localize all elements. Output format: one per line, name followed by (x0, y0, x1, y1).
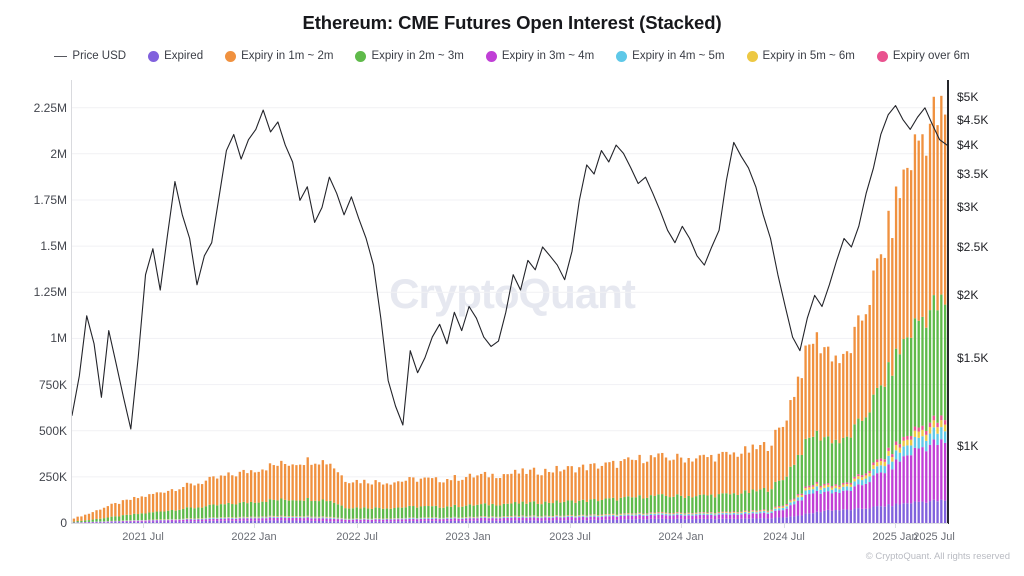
legend-item-expiry-in-1m-2m[interactable]: Expiry in 1m ~ 2m (225, 50, 333, 62)
legend-item-label: Expiry in 1m ~ 2m (241, 50, 334, 62)
x-axis-tick: 2022 Jul (336, 531, 378, 543)
legend-line-marker (54, 55, 68, 57)
plot-area[interactable] (72, 80, 947, 523)
y-axis-right-tick: $2.5K (957, 239, 989, 254)
y-axis-left-tick: 250K (38, 469, 67, 484)
y-axis-right-tick: $4K (957, 138, 979, 153)
x-axis-tick-mark (784, 523, 785, 528)
y-axis-right-tick: $1.5K (957, 350, 989, 365)
y-axis-right-tick: $5K (957, 89, 979, 104)
x-axis-tick-mark (895, 523, 896, 528)
legend-dot-marker (148, 50, 160, 62)
legend-item-expired[interactable]: Expired (148, 50, 203, 62)
legend-item-label: Price USD (72, 50, 127, 62)
legend-dot-marker (616, 50, 628, 62)
y-axis-left-tick: 1.25M (33, 285, 67, 300)
y-axis-right-tick: $2K (957, 288, 979, 303)
x-axis-tick: 2022 Jan (231, 531, 277, 543)
page-title: Ethereum: CME Futures Open Interest (Sta… (302, 12, 722, 33)
y-axis-left-tick: 750K (38, 377, 67, 392)
x-axis-tick-mark (143, 523, 144, 528)
x-axis-tick: 2023 Jan (445, 531, 491, 543)
x-axis-tick-mark (468, 523, 469, 528)
stacked-bars[interactable] (72, 80, 947, 523)
legend-item-label: Expiry in 2m ~ 3m (371, 50, 464, 62)
x-axis-tick: 2021 Jul (122, 531, 164, 543)
y-axis-left-tick: 2M (50, 146, 67, 161)
y-axis-left-tick: 1.75M (33, 192, 67, 207)
legend-item-label: Expiry in 5m ~ 6m (762, 50, 855, 62)
y-axis-right-tick: $3K (957, 200, 979, 215)
legend-item-expiry-over-6m[interactable]: Expiry over 6m (876, 50, 970, 62)
y-axis-left-tick: 1.5M (40, 239, 67, 254)
left-axis-line (71, 80, 72, 524)
x-axis-tick-mark (570, 523, 571, 528)
copyright-credit: © CryptoQuant. All rights reserved (865, 551, 1010, 562)
y-axis-left-tick: 1M (50, 331, 67, 346)
y-axis-right-tick: $3.5K (957, 167, 989, 182)
x-axis-tick: 2025 Jan (872, 531, 918, 543)
chart-legend: Price USD Expired Expiry in 1m ~ 2m Expiry … (0, 50, 1024, 62)
legend-dot-marker (485, 50, 497, 62)
legend-item-label: Expired (164, 50, 204, 62)
x-axis-tick: 2023 Jul (549, 531, 591, 543)
legend-item-expiry-in-2m-3m[interactable]: Expiry in 2m ~ 3m (355, 50, 464, 62)
bottom-axis-line (71, 523, 948, 524)
x-axis-tick-mark (681, 523, 682, 528)
price-line (72, 104, 947, 430)
y-axis-left-tick: 500K (38, 423, 67, 438)
legend-item-expiry-in-5m-6m[interactable]: Expiry in 5m ~ 6m (746, 50, 855, 62)
legend-dot-marker (225, 50, 237, 62)
y-axis-left-tick: 0 (60, 516, 67, 530)
legend-dot-marker (746, 50, 758, 62)
legend-item-label: Expiry in 4m ~ 5m (632, 50, 725, 62)
legend-dot-marker (876, 50, 888, 62)
legend-item-price-usd[interactable]: Price USD (54, 50, 126, 62)
y-axis-left-tick: 2.25M (33, 100, 67, 115)
x-axis-tick-mark (254, 523, 255, 528)
legend-dot-marker (355, 50, 367, 62)
legend-item-label: Expiry in 3m ~ 4m (501, 50, 595, 62)
x-axis-tick-mark (357, 523, 358, 528)
right-axis-line (947, 80, 949, 524)
legend-item-expiry-in-3m-4m[interactable]: Expiry in 3m ~ 4m (485, 50, 595, 62)
x-axis-tick: 2024 Jan (658, 531, 704, 543)
legend-item-expiry-in-4m-5m[interactable]: Expiry in 4m ~ 5m (616, 50, 725, 62)
y-axis-right-tick: $4.5K (957, 112, 989, 127)
x-axis-tick: 2025 Jul (913, 531, 955, 543)
x-axis-tick: 2024 Jul (763, 531, 805, 543)
legend-item-label: Expiry over 6m (892, 50, 970, 62)
y-axis-right-tick: $1K (957, 438, 979, 453)
